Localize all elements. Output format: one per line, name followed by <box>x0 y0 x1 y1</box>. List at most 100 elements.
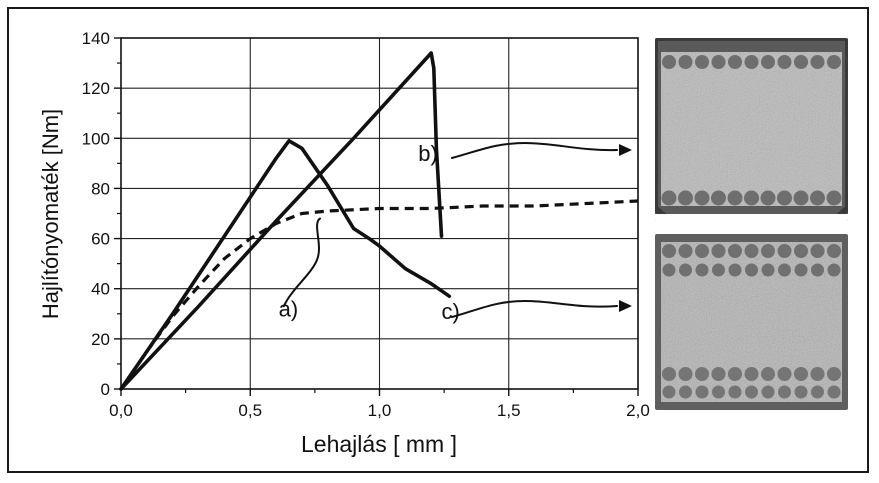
specimen-dot <box>695 55 709 69</box>
x-tick-label: 1,5 <box>497 401 521 420</box>
specimen-dot <box>794 385 808 399</box>
y-tick-label: 80 <box>91 179 110 198</box>
specimen-dot <box>811 263 824 277</box>
x-tick-label: 0,5 <box>238 401 262 420</box>
specimen-dot <box>777 244 792 258</box>
series-layer <box>119 51 639 391</box>
specimen-dot <box>744 367 759 381</box>
specimen-dot <box>679 385 692 399</box>
series-line-b <box>119 51 444 391</box>
specimen-photo-c <box>655 234 848 410</box>
specimen-dot <box>778 385 791 399</box>
specimen-dot <box>744 55 759 69</box>
y-tick-label: 140 <box>82 29 110 48</box>
series-line-c <box>119 139 452 391</box>
specimen-dot <box>777 367 792 381</box>
specimen-dot <box>794 367 808 381</box>
specimen-dot <box>761 367 775 381</box>
arrow-b <box>451 141 618 159</box>
specimen-dot <box>695 244 709 258</box>
arrow-c-head <box>619 300 632 312</box>
specimen-dot <box>711 55 726 69</box>
x-axis-label: Lehajlás [ mm ] <box>301 431 457 457</box>
specimen-dot <box>679 263 692 277</box>
specimen-dot <box>728 244 742 258</box>
specimen-dot <box>777 55 792 69</box>
grid <box>121 38 638 389</box>
specimen-dot <box>744 244 759 258</box>
y-tick-label: 100 <box>82 129 110 148</box>
specimen-dot <box>827 367 841 381</box>
annotation-arrows <box>282 141 632 318</box>
specimen-dot <box>761 263 775 277</box>
specimen-dot <box>744 190 759 206</box>
specimen-dot <box>810 367 825 381</box>
specimen-dot <box>678 244 693 258</box>
x-tick-label: 2,0 <box>626 401 650 420</box>
specimen-dot <box>794 244 808 258</box>
specimen-dot <box>794 55 808 69</box>
specimen-dot <box>761 385 775 399</box>
specimen-dot <box>827 385 841 399</box>
specimen-dot <box>827 263 841 277</box>
x-tick-label: 0,0 <box>109 401 133 420</box>
arrow-c <box>451 299 618 318</box>
specimen-dot <box>727 190 743 206</box>
specimen-dot <box>793 190 809 206</box>
specimen-dot <box>662 55 676 69</box>
specimen-dot <box>712 263 725 277</box>
specimen-dot <box>695 385 709 399</box>
specimen-dot <box>711 367 726 381</box>
specimen-dot <box>695 367 709 381</box>
specimen-dot <box>794 263 808 277</box>
specimen-dot <box>778 263 791 277</box>
specimen-dot <box>662 263 676 277</box>
specimen-dot <box>728 55 742 69</box>
y-tick-label: 0 <box>101 380 110 399</box>
specimen-photo-b <box>655 38 848 221</box>
specimen-dot <box>678 190 693 206</box>
specimen-dot <box>728 385 742 399</box>
annotation-label-b: b) <box>418 141 438 166</box>
specimen-dot <box>661 190 677 206</box>
series-line-a <box>119 199 639 390</box>
specimen-dot <box>695 263 709 277</box>
annotation-label-c: c) <box>442 299 460 324</box>
specimen-dot <box>811 385 824 399</box>
specimen-dot <box>777 190 792 206</box>
annotation-label-a: a) <box>279 296 299 321</box>
specimen-dot <box>728 367 742 381</box>
specimen-dot <box>826 190 842 206</box>
specimen-dot <box>662 244 676 258</box>
specimen-dot <box>678 55 693 69</box>
annotation-labels: a) b) c) <box>279 141 460 324</box>
specimen-dot <box>728 263 742 277</box>
y-axis-label: Hajlítónyomaték [Nm] <box>38 109 63 319</box>
specimen-dot <box>712 385 725 399</box>
arrow-a <box>282 217 322 308</box>
specimen-dot <box>662 367 676 381</box>
specimen-dot <box>810 55 825 69</box>
specimen-dot <box>694 190 710 206</box>
y-tick-label: 40 <box>91 280 110 299</box>
specimen-dot <box>760 190 776 206</box>
specimen-dot <box>662 385 676 399</box>
specimen-dot <box>711 244 726 258</box>
specimen-dot <box>810 244 825 258</box>
specimen-dot <box>678 367 693 381</box>
specimen-dot <box>745 263 758 277</box>
specimen-dot <box>745 385 758 399</box>
specimen-dot <box>810 190 825 206</box>
specimen-dot <box>761 55 775 69</box>
specimen-dot <box>761 244 775 258</box>
arrow-b-head <box>619 144 632 156</box>
axis-ticks: 0,0 0,5 1,0 1,5 2,0 0 20 40 60 80 100 120 140 <box>82 29 650 420</box>
specimen-dot <box>827 55 841 69</box>
x-tick-label: 1,0 <box>368 401 392 420</box>
y-tick-label: 20 <box>91 330 110 349</box>
y-tick-label: 120 <box>82 79 110 98</box>
y-tick-label: 60 <box>91 230 110 249</box>
specimen-dot <box>827 244 841 258</box>
specimen-dot <box>711 190 726 206</box>
